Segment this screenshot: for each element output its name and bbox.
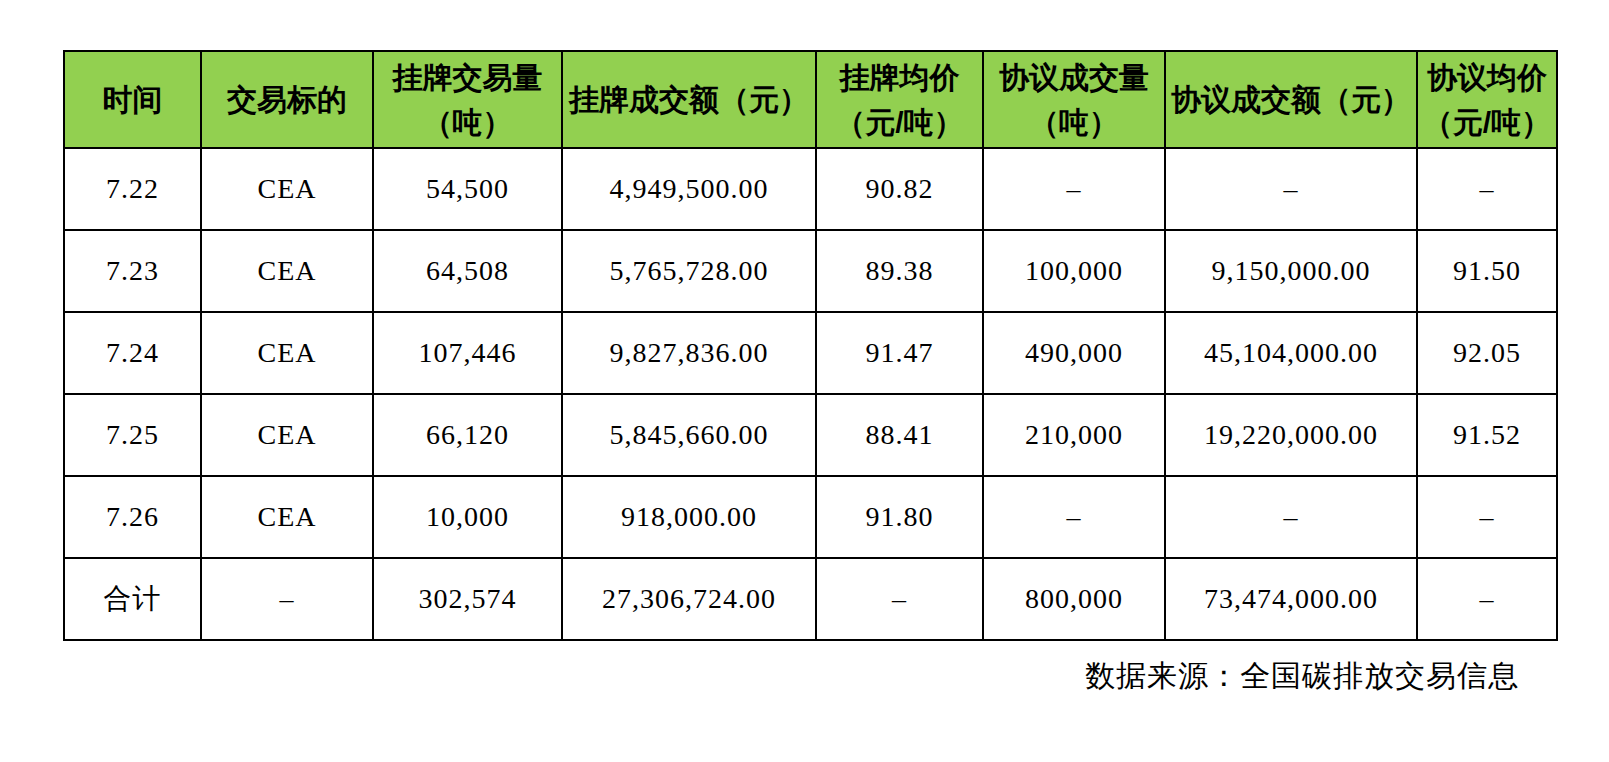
- table-cell: CEA: [201, 476, 373, 558]
- table-cell: –: [1417, 148, 1557, 230]
- table-cell: –: [983, 476, 1165, 558]
- col-header-line: 协议成交额（元）: [1166, 77, 1416, 122]
- table-cell: 918,000.00: [562, 476, 816, 558]
- table-row: 7.22 CEA 54,500 4,949,500.00 90.82 – – –: [64, 148, 1557, 230]
- table-cell: 490,000: [983, 312, 1165, 394]
- table-cell: 90.82: [816, 148, 983, 230]
- table-cell: 800,000: [983, 558, 1165, 640]
- table-cell: 7.22: [64, 148, 201, 230]
- table-cell: 10,000: [373, 476, 562, 558]
- table-cell: 9,827,836.00: [562, 312, 816, 394]
- table-cell: 9,150,000.00: [1165, 230, 1417, 312]
- col-header-line: 挂牌交易量: [374, 55, 561, 100]
- table-cell: 7.23: [64, 230, 201, 312]
- table-cell: 210,000: [983, 394, 1165, 476]
- col-header-line: 时间: [65, 77, 200, 122]
- col-header-line: 挂牌均价: [817, 55, 982, 100]
- table-cell: 91.80: [816, 476, 983, 558]
- col-header-line: 协议均价: [1418, 55, 1556, 100]
- table-cell: CEA: [201, 394, 373, 476]
- table-row: 7.25 CEA 66,120 5,845,660.00 88.41 210,0…: [64, 394, 1557, 476]
- table-cell: 107,446: [373, 312, 562, 394]
- table-cell: 7.26: [64, 476, 201, 558]
- table-cell: 91.50: [1417, 230, 1557, 312]
- table-cell: 92.05: [1417, 312, 1557, 394]
- table-cell: 19,220,000.00: [1165, 394, 1417, 476]
- col-header-negotiated-turnover: 协议成交额（元）: [1165, 51, 1417, 148]
- table-cell: 91.47: [816, 312, 983, 394]
- table-cell: –: [816, 558, 983, 640]
- table-cell: 89.38: [816, 230, 983, 312]
- table-cell: 88.41: [816, 394, 983, 476]
- data-source-note: 数据来源：全国碳排放交易信息: [1085, 656, 1519, 697]
- table-cell: –: [1417, 558, 1557, 640]
- table-cell: 45,104,000.00: [1165, 312, 1417, 394]
- table-cell: 7.25: [64, 394, 201, 476]
- col-header-instrument: 交易标的: [201, 51, 373, 148]
- table-cell: 4,949,500.00: [562, 148, 816, 230]
- table-cell: 54,500: [373, 148, 562, 230]
- table-row-total: 合计 – 302,574 27,306,724.00 – 800,000 73,…: [64, 558, 1557, 640]
- table-cell: 27,306,724.00: [562, 558, 816, 640]
- table-row: 7.23 CEA 64,508 5,765,728.00 89.38 100,0…: [64, 230, 1557, 312]
- col-header-line: （吨）: [984, 100, 1164, 145]
- header-row: 时间 交易标的 挂牌交易量 （吨） 挂牌成交额（元） 挂牌均价 （元/: [64, 51, 1557, 148]
- table-cell: 64,508: [373, 230, 562, 312]
- carbon-trading-table: 时间 交易标的 挂牌交易量 （吨） 挂牌成交额（元） 挂牌均价 （元/: [63, 50, 1558, 641]
- col-header-listed-turnover: 挂牌成交额（元）: [562, 51, 816, 148]
- table-cell: CEA: [201, 312, 373, 394]
- col-header-listed-volume: 挂牌交易量 （吨）: [373, 51, 562, 148]
- table-cell: 5,765,728.00: [562, 230, 816, 312]
- table-cell: 73,474,000.00: [1165, 558, 1417, 640]
- table-row: 7.26 CEA 10,000 918,000.00 91.80 – – –: [64, 476, 1557, 558]
- table-row: 7.24 CEA 107,446 9,827,836.00 91.47 490,…: [64, 312, 1557, 394]
- col-header-line: 挂牌成交额（元）: [563, 77, 815, 122]
- table-cell: –: [1165, 148, 1417, 230]
- col-header-line: （元/吨）: [817, 100, 982, 145]
- table-cell: –: [201, 558, 373, 640]
- col-header-listed-avg-price: 挂牌均价 （元/吨）: [816, 51, 983, 148]
- col-header-line: （元/吨）: [1418, 100, 1556, 145]
- col-header-negotiated-volume: 协议成交量 （吨）: [983, 51, 1165, 148]
- col-header-line: 协议成交量: [984, 55, 1164, 100]
- col-header-line: （吨）: [374, 100, 561, 145]
- table-cell: 7.24: [64, 312, 201, 394]
- table-cell: CEA: [201, 148, 373, 230]
- table-cell: –: [1417, 476, 1557, 558]
- table-cell: 100,000: [983, 230, 1165, 312]
- table-cell: CEA: [201, 230, 373, 312]
- col-header-time: 时间: [64, 51, 201, 148]
- table-cell: 5,845,660.00: [562, 394, 816, 476]
- table-cell: 合计: [64, 558, 201, 640]
- table-cell: 66,120: [373, 394, 562, 476]
- page: 时间 交易标的 挂牌交易量 （吨） 挂牌成交额（元） 挂牌均价 （元/: [0, 0, 1609, 762]
- table-cell: 302,574: [373, 558, 562, 640]
- col-header-line: 交易标的: [202, 77, 372, 122]
- col-header-negotiated-avg-price: 协议均价 （元/吨）: [1417, 51, 1557, 148]
- table-cell: 91.52: [1417, 394, 1557, 476]
- table-cell: –: [1165, 476, 1417, 558]
- table-cell: –: [983, 148, 1165, 230]
